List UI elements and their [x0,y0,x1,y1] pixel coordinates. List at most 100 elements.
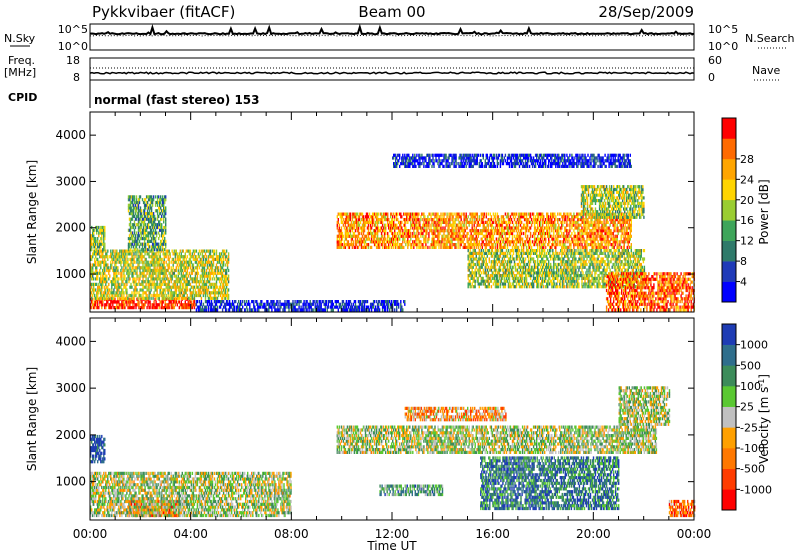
data-cell [387,218,389,222]
data-cell [93,231,95,235]
data-cell [500,245,503,249]
data-cell [129,223,132,227]
data-cell [508,234,511,238]
data-cell [414,243,416,247]
data-cell [400,223,402,227]
data-cell [557,234,559,238]
data-cell [375,300,378,304]
data-cell [573,229,575,233]
data-cell [227,255,230,259]
data-cell [102,228,104,232]
data-cell [343,243,346,247]
data-cell [564,215,566,219]
data-cell [138,260,140,264]
data-cell [133,288,135,292]
data-cell [404,220,406,224]
data-cell [136,203,139,207]
data-cell [215,277,218,281]
data-cell [165,242,167,246]
data-cell [190,277,193,281]
data-cell [96,306,98,310]
data-cell [173,285,175,289]
data-cell [397,240,399,244]
data-cell [93,234,95,238]
data-cell [93,228,95,232]
data-cell [538,237,540,241]
data-cell [476,220,478,224]
data-cell [126,280,128,284]
data-cell [533,240,536,244]
data-cell [347,302,350,306]
data-cell [153,260,155,264]
data-cell [193,280,196,284]
data-cell [275,302,277,306]
data-cell [97,239,99,243]
data-cell [459,234,461,238]
data-cell [116,293,118,298]
data-cell [208,302,211,306]
data-cell [129,212,132,216]
data-cell [165,239,167,243]
data-cell [127,252,129,256]
data-cell [490,245,493,249]
data-cell [386,218,388,222]
data-cell [140,242,143,246]
data-cell [214,266,217,270]
data-cell [473,245,475,249]
data-cell [203,288,206,292]
data-cell [413,220,415,224]
data-cell [347,240,350,244]
data-cell [117,293,119,298]
data-cell [183,303,185,307]
data-cell [206,277,209,281]
data-cell [137,252,139,256]
data-cell [121,303,123,307]
data-cell [207,285,210,289]
data-cell [169,296,171,300]
data-cell [156,203,159,207]
data-cell [187,303,189,307]
data-cell [197,285,200,289]
data-cell [183,266,185,270]
data-cell [197,291,200,295]
data-cell [370,234,373,238]
data-cell [557,212,559,216]
data-cell [143,266,145,270]
data-cell [196,257,199,261]
data-cell [387,215,389,219]
data-cell [205,257,208,261]
data-cell [134,277,136,281]
data-cell [265,305,267,309]
data-cell [386,240,388,244]
data-cell [341,300,344,304]
data-cell [485,229,487,233]
data-cell [490,218,493,222]
data-cell [527,212,530,216]
data-cell [131,242,134,246]
data-cell [234,308,236,312]
data-cell [192,268,195,273]
data-cell [481,220,483,224]
data-cell [377,245,380,249]
data-cell [264,302,266,306]
data-cell [373,300,376,304]
data-cell [133,242,136,246]
data-cell [573,240,575,244]
data-cell [422,234,424,238]
data-cell [540,240,542,244]
data-cell [107,300,109,304]
data-cell [113,266,115,270]
data-cell [373,237,376,241]
data-cell [107,285,109,289]
data-cell [469,218,471,222]
data-cell [191,293,194,298]
data-cell [540,245,542,249]
data-cell [331,308,333,312]
data-cell [172,282,174,286]
data-cell [185,282,187,286]
data-cell [397,237,399,241]
data-cell [161,271,163,275]
data-cell [374,240,377,244]
data-cell [218,300,221,304]
data-cell [574,231,576,236]
